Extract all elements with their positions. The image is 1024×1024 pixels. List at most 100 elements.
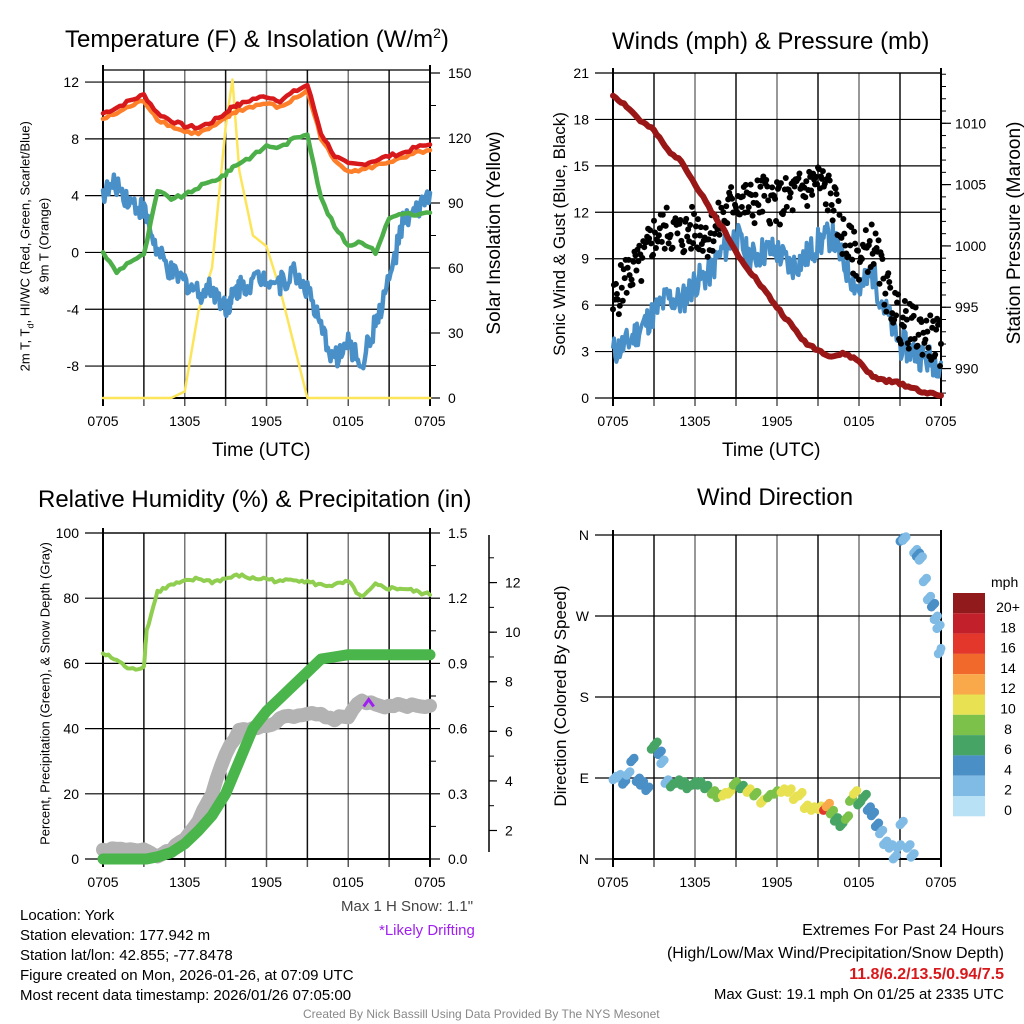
temperature-y2label: Solar Insolation (Yellow)	[484, 131, 505, 335]
direction-point	[844, 811, 854, 821]
gust-point	[849, 256, 856, 263]
gust-point	[630, 258, 637, 265]
title-end: )	[440, 26, 449, 53]
station-info: Location: York Station elevation: 177.94…	[20, 906, 354, 1006]
gust-point	[710, 238, 717, 245]
gust-point	[829, 217, 836, 224]
y-tick-label: 21	[573, 65, 589, 81]
direction-point	[870, 807, 880, 817]
direction-point	[656, 746, 666, 756]
plot-frame-4	[595, 530, 942, 867]
gust-point	[747, 181, 754, 188]
x-tick-label: 0705	[87, 874, 118, 890]
gust-point	[623, 289, 630, 296]
y-tick-label: 0	[581, 390, 589, 406]
gust-point	[658, 238, 665, 245]
y2-tick-label: 150	[448, 65, 472, 81]
max-gust: Max Gust: 19.1 mph On 01/25 at 2335 UTC	[713, 986, 1004, 1003]
extremes-heading: Extremes For Past 24 Hours	[802, 922, 1004, 939]
series-line-red	[100, 82, 433, 168]
gust-point	[914, 342, 921, 349]
gust-point	[809, 191, 816, 198]
gust-point	[870, 260, 877, 267]
gust-point	[694, 216, 701, 223]
gust-point	[830, 207, 837, 214]
gust-point	[765, 197, 772, 204]
legend-label: 4	[1004, 761, 1012, 777]
x-tick-label: 1905	[251, 874, 282, 890]
gust-point	[901, 298, 908, 305]
gust-point	[641, 244, 648, 251]
gust-point	[661, 245, 668, 252]
gust-point	[763, 177, 770, 184]
gust-point	[697, 224, 704, 231]
gust-point	[711, 230, 718, 237]
gust-point	[903, 316, 910, 323]
direction-ylabel: Direction (Colored By Speed)	[551, 585, 570, 807]
gust-point	[692, 232, 698, 239]
x-tick-label: 0705	[597, 874, 628, 890]
gust-point	[847, 242, 854, 249]
y-tick-label: 20	[63, 786, 79, 802]
gust-point	[618, 284, 625, 291]
ylabel-sub: d	[25, 323, 36, 329]
gust-point	[826, 177, 833, 184]
gust-point	[738, 203, 745, 210]
series-line-blue	[100, 172, 433, 371]
y2-tick-label: 120	[448, 130, 472, 146]
y-tick-label: 15	[573, 158, 589, 174]
gust-point	[776, 221, 783, 228]
y-tick-label: 3	[581, 344, 589, 360]
direction-point	[703, 780, 713, 790]
x-tick-label: 0105	[333, 413, 364, 429]
gust-point	[786, 194, 793, 201]
gust-point	[773, 217, 780, 224]
series-line-insolation	[101, 78, 432, 400]
gust-point	[925, 344, 932, 351]
gust-point	[900, 323, 907, 330]
gust-point	[918, 318, 925, 325]
gust-point	[875, 237, 882, 244]
gust-point	[881, 301, 888, 308]
gust-point	[848, 224, 855, 231]
legend-swatch	[953, 613, 985, 634]
y3-tick-label: 2	[505, 822, 513, 838]
gust-point	[895, 291, 902, 298]
series-line-sonic-wind	[611, 221, 943, 379]
y-tick-label: W	[576, 608, 590, 624]
x-tick-label: 1305	[169, 874, 200, 890]
gust-point	[777, 180, 784, 187]
gust-point	[795, 175, 802, 182]
gust-point	[911, 335, 918, 342]
gust-point	[833, 191, 840, 198]
gust-point	[728, 184, 735, 191]
gust-point	[687, 221, 694, 228]
legend-swatch	[953, 755, 985, 776]
y-tick-label: 0	[71, 244, 79, 260]
gust-point	[936, 318, 943, 325]
x-tick-label: 0105	[333, 874, 364, 890]
y-tick-label: -4	[67, 301, 80, 317]
gust-point	[616, 302, 623, 309]
gust-point	[699, 247, 706, 254]
title-text: Temperature (F) & Insolation (W/m	[65, 26, 434, 53]
gust-point	[840, 216, 847, 223]
gust-point	[894, 299, 901, 306]
y-tick-label: 40	[63, 721, 79, 737]
y3-tick-label: 10	[505, 624, 521, 640]
y2-tick-label: 90	[448, 195, 464, 211]
gust-point	[802, 194, 809, 201]
gust-point	[619, 297, 626, 304]
gust-point	[639, 254, 646, 261]
y2-tick-label: 1.2	[448, 590, 468, 606]
gust-point	[780, 208, 787, 215]
x-tick-label: 1905	[251, 413, 282, 429]
gust-point	[633, 267, 640, 274]
gust-point	[659, 211, 666, 218]
series-line-pressure	[610, 92, 944, 399]
y2-tick-label: 1005	[955, 177, 986, 193]
gust-point	[905, 345, 912, 352]
gust-point	[769, 184, 776, 191]
y-tick-label: N	[579, 851, 589, 867]
x-tick-label: 1905	[761, 874, 792, 890]
